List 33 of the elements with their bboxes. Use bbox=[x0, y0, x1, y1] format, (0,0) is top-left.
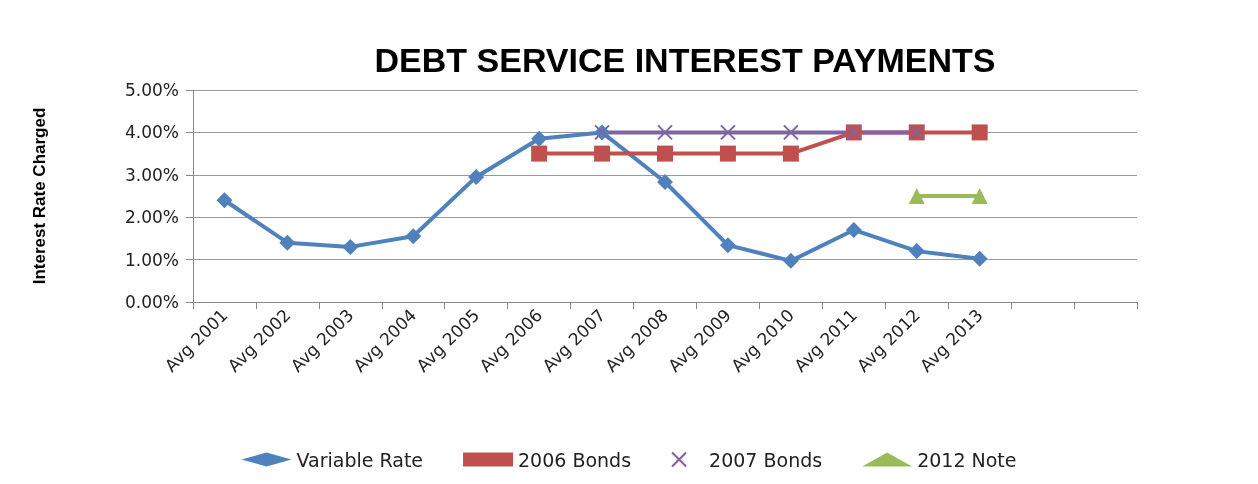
point bbox=[657, 174, 673, 191]
legend-label: 2012 Note bbox=[917, 448, 1017, 471]
point bbox=[971, 124, 988, 141]
legend-label: 2006 Bonds bbox=[518, 448, 632, 471]
legend-label: Variable Rate bbox=[296, 448, 424, 471]
point bbox=[782, 124, 799, 141]
point bbox=[719, 124, 736, 141]
point bbox=[531, 145, 548, 162]
y-tick-label: 5.00% bbox=[124, 80, 179, 100]
y-tick-label: 1.00% bbox=[124, 249, 179, 270]
y-tick-label: 4.00% bbox=[124, 122, 179, 143]
point bbox=[971, 250, 988, 267]
point bbox=[845, 221, 862, 238]
point bbox=[782, 145, 799, 162]
y-axis-title: Interest Rate Charged bbox=[30, 107, 49, 285]
point bbox=[531, 130, 548, 147]
point bbox=[279, 234, 296, 251]
point bbox=[719, 237, 736, 254]
point bbox=[216, 192, 233, 209]
legend-label: 2007 Bonds bbox=[709, 448, 823, 471]
point bbox=[594, 145, 611, 162]
point bbox=[908, 243, 925, 260]
point bbox=[782, 252, 799, 269]
point bbox=[657, 124, 673, 141]
point bbox=[719, 145, 736, 162]
y-tick-label: 3.00% bbox=[124, 164, 179, 185]
point bbox=[342, 238, 359, 255]
point bbox=[405, 228, 422, 245]
chart-title: DEBT SERVICE INTEREST PAYMENTS bbox=[374, 41, 996, 79]
point bbox=[468, 168, 485, 185]
y-tick-label: 2.00% bbox=[124, 207, 179, 228]
y-tick-label: 0.00% bbox=[124, 292, 179, 312]
point bbox=[657, 145, 673, 162]
